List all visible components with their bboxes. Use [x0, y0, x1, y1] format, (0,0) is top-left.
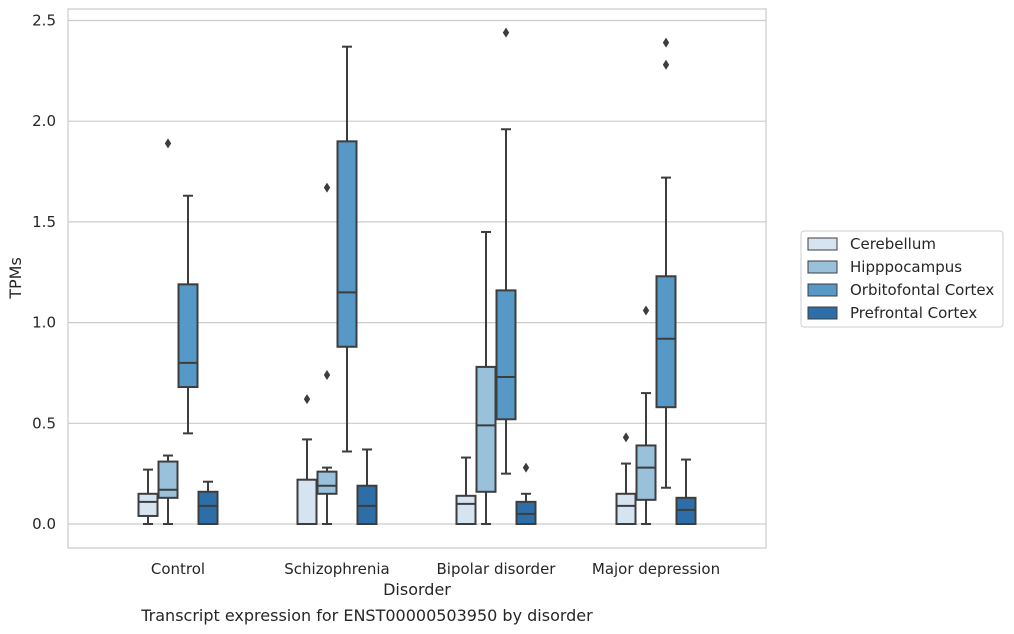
box-iqr: [615, 492, 637, 526]
y-tick-label: 1.5: [32, 213, 56, 231]
plot-area-frame: [67, 8, 767, 549]
x-tick-labels: Control Schizophrenia Bipolar disorder Majo…: [151, 560, 720, 578]
box-iqr: [177, 283, 199, 389]
box-iqr: [296, 478, 318, 525]
box-iqr: [157, 460, 179, 499]
outlier-marker: [323, 182, 331, 193]
outlier-marker: [622, 432, 630, 443]
outlier-marker: [522, 462, 530, 473]
box-iqr: [455, 494, 477, 525]
x-tick-label: Bipolar disorder: [437, 560, 557, 578]
box-group: [356, 448, 378, 526]
outlier-marker: [502, 27, 510, 38]
legend-label: Hipppocampus: [850, 258, 962, 276]
y-axis-label: TPMs: [6, 257, 25, 300]
box-iqr: [655, 275, 677, 409]
legend-swatch: [807, 237, 838, 251]
x-tick-label: Major depression: [592, 560, 720, 578]
y-tick-label: 2.5: [32, 12, 56, 30]
outlier-marker: [642, 305, 650, 316]
box-group: [137, 468, 159, 525]
legend: Cerebellum Hipppocampus Orbitofontal Corte…: [800, 230, 1004, 328]
legend-swatch: [807, 306, 838, 320]
grid-lines: [68, 19, 766, 525]
box-group: [336, 45, 358, 453]
box-group: [177, 194, 199, 435]
x-axis-label: Disorder: [383, 580, 451, 599]
box-iqr: [515, 500, 537, 526]
legend-swatch: [807, 260, 838, 274]
box-group: [675, 458, 697, 525]
box-group: [495, 27, 517, 475]
outlier-marker: [164, 138, 172, 149]
y-tick-label: 2.0: [32, 112, 56, 130]
outlier-marker: [323, 369, 331, 380]
legend-label: Prefrontal Cortex: [850, 304, 977, 322]
x-tick-label: Schizophrenia: [284, 560, 389, 578]
box-iqr: [675, 496, 697, 525]
legend-frame: [800, 230, 1004, 328]
box-iqr: [475, 365, 497, 493]
box-iqr: [495, 289, 517, 421]
box-group: [655, 37, 677, 489]
box-group: [615, 432, 637, 526]
outlier-marker: [303, 394, 311, 405]
legend-label: Orbitofontal Cortex: [850, 281, 994, 299]
y-tick-labels: 0.0 0.5 1.0 1.5 2.0 2.5: [32, 12, 56, 534]
box-series: [137, 27, 697, 526]
box-iqr: [316, 470, 338, 495]
outlier-marker: [662, 59, 670, 70]
box-group: [635, 305, 657, 525]
legend-label: Cerebellum: [850, 235, 936, 253]
box-group: [197, 480, 219, 525]
box-group: [296, 394, 318, 525]
box-group: [475, 230, 497, 525]
y-tick-label: 0.5: [32, 414, 56, 432]
x-tick-label: Control: [151, 560, 205, 578]
figure-caption: Transcript expression for ENST0000050395…: [141, 606, 593, 625]
box-iqr: [336, 140, 358, 348]
legend-swatch: [807, 283, 838, 297]
y-tick-label: 1.0: [32, 314, 56, 332]
box-iqr: [635, 444, 657, 501]
box-iqr: [356, 484, 378, 526]
box-group: [316, 182, 338, 525]
box-group: [157, 138, 179, 525]
outlier-marker: [662, 37, 670, 48]
box-group: [455, 456, 477, 525]
y-tick-label: 0.0: [32, 515, 56, 533]
box-group: [515, 462, 537, 526]
box-iqr: [137, 492, 159, 517]
box-iqr: [197, 490, 219, 525]
